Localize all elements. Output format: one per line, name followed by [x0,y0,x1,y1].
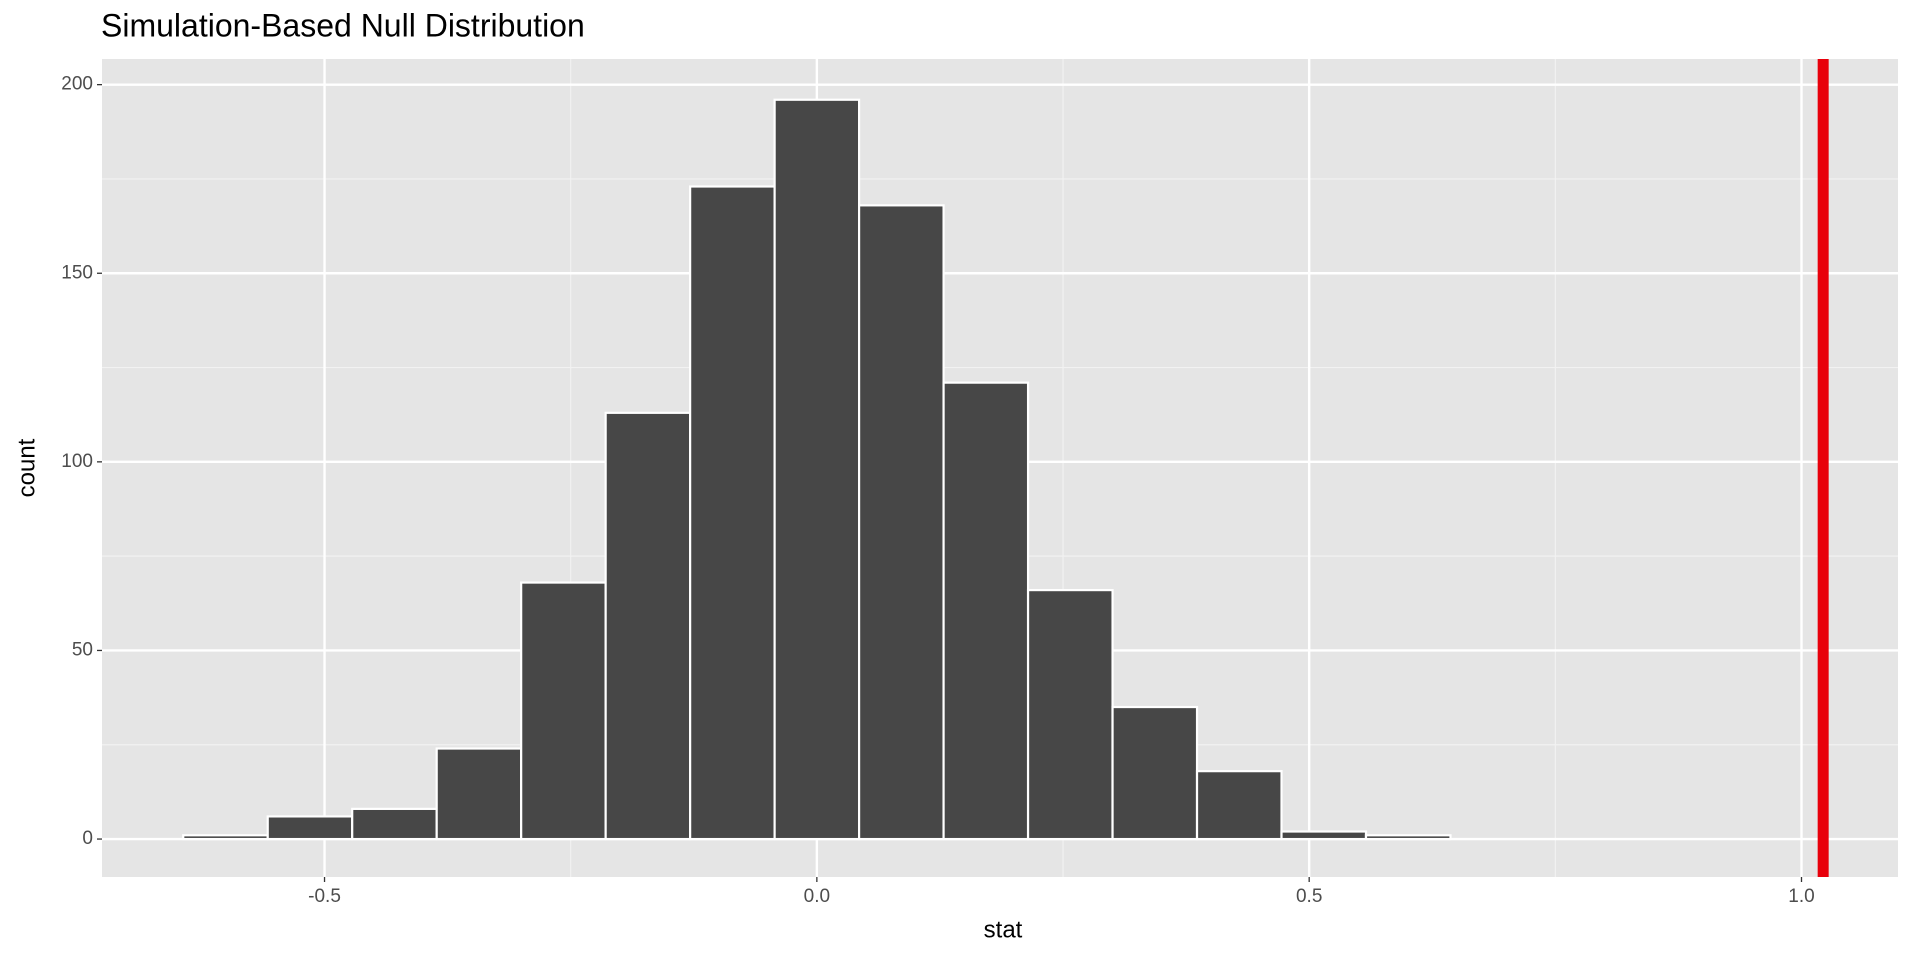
bar [1195,770,1283,841]
y-tick-label: 100 [61,451,93,472]
x-tick-label: 1.0 [1788,886,1814,907]
bar [857,204,945,841]
bar [1111,705,1199,841]
bar [182,834,269,841]
y-tick-label: 0 [82,828,93,849]
x-axis-title: stat [984,916,1023,943]
bar [1364,834,1452,841]
x-tick-label: -0.5 [308,886,341,907]
bar [1280,830,1368,841]
x-tick-label: 0.5 [1296,886,1322,907]
bar [1026,589,1114,841]
y-tick-label: 50 [72,639,93,660]
bar [520,581,607,841]
bar [604,411,692,841]
bar [266,815,354,841]
bar [351,807,438,841]
bar [773,98,861,841]
bar [942,381,1030,841]
chart-title: Simulation-Based Null Distribution [101,7,585,43]
bar [689,185,776,841]
x-tick-label: 0.0 [804,886,830,907]
y-axis-title: count [13,438,40,497]
bar [435,747,523,841]
y-tick-label: 150 [61,262,93,283]
y-tick-label: 200 [61,74,93,95]
